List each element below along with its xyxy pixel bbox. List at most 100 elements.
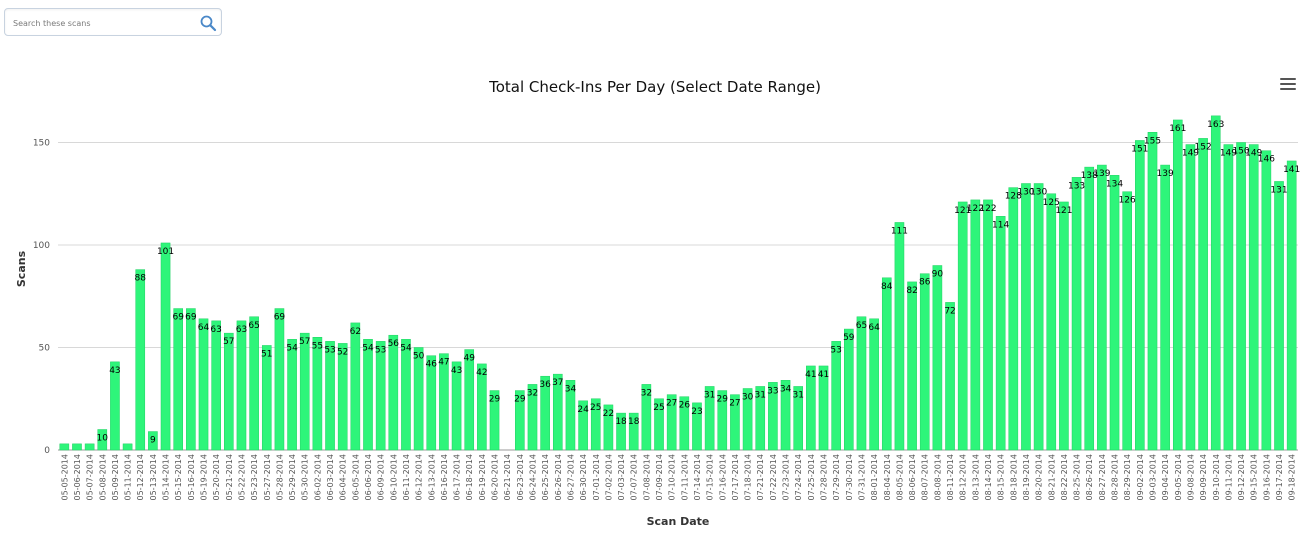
bar[interactable] bbox=[1223, 144, 1234, 451]
bar[interactable] bbox=[1286, 160, 1297, 451]
bar[interactable] bbox=[818, 365, 829, 451]
bar[interactable] bbox=[337, 343, 348, 451]
bar[interactable] bbox=[122, 443, 133, 451]
bar[interactable] bbox=[755, 386, 766, 451]
bar[interactable] bbox=[1185, 144, 1196, 451]
bar[interactable] bbox=[590, 398, 601, 451]
bar[interactable] bbox=[995, 216, 1006, 451]
bar[interactable] bbox=[1008, 187, 1019, 451]
bar[interactable] bbox=[793, 386, 804, 451]
bar[interactable] bbox=[325, 341, 335, 451]
bar[interactable] bbox=[1109, 175, 1120, 451]
bar[interactable] bbox=[413, 347, 424, 451]
bar[interactable] bbox=[919, 273, 930, 451]
bar[interactable] bbox=[844, 328, 854, 451]
bar[interactable] bbox=[1160, 164, 1170, 451]
bar[interactable] bbox=[1122, 191, 1132, 451]
bar[interactable] bbox=[628, 412, 639, 451]
bar[interactable] bbox=[654, 398, 664, 451]
bar[interactable] bbox=[97, 429, 108, 451]
search-input[interactable] bbox=[11, 12, 195, 34]
bar[interactable] bbox=[135, 269, 146, 451]
bar[interactable] bbox=[236, 320, 247, 451]
bar[interactable] bbox=[831, 341, 841, 451]
bar[interactable] bbox=[1147, 132, 1158, 451]
bar[interactable] bbox=[489, 390, 500, 451]
bar[interactable] bbox=[84, 443, 95, 451]
bar[interactable] bbox=[1236, 142, 1246, 451]
search-box[interactable] bbox=[4, 8, 222, 36]
bar[interactable] bbox=[1071, 177, 1082, 451]
hamburger-menu-icon[interactable] bbox=[1280, 78, 1296, 92]
bar[interactable] bbox=[224, 332, 234, 451]
bar[interactable] bbox=[970, 199, 981, 451]
bar[interactable] bbox=[1198, 138, 1208, 451]
bar[interactable] bbox=[692, 402, 702, 451]
bar[interactable] bbox=[704, 386, 715, 451]
bar[interactable] bbox=[1135, 140, 1145, 451]
bar[interactable] bbox=[780, 380, 791, 451]
bar[interactable] bbox=[881, 277, 892, 451]
bar[interactable] bbox=[1172, 119, 1183, 451]
bar[interactable] bbox=[477, 363, 487, 451]
bar[interactable] bbox=[552, 373, 563, 451]
bar[interactable] bbox=[907, 281, 917, 451]
bar[interactable] bbox=[565, 380, 576, 451]
bar[interactable] bbox=[261, 345, 272, 451]
bar[interactable] bbox=[401, 339, 411, 451]
bar[interactable] bbox=[110, 361, 120, 451]
bar[interactable] bbox=[451, 361, 462, 451]
bar[interactable] bbox=[299, 332, 310, 451]
bar[interactable] bbox=[641, 384, 652, 451]
bar[interactable] bbox=[274, 308, 285, 451]
bar[interactable] bbox=[72, 443, 82, 451]
bar[interactable] bbox=[148, 431, 158, 451]
bar[interactable] bbox=[957, 201, 968, 451]
bar[interactable] bbox=[464, 349, 475, 451]
bar[interactable] bbox=[894, 222, 905, 451]
bar[interactable] bbox=[1059, 201, 1069, 451]
bar[interactable] bbox=[1033, 183, 1044, 451]
bar[interactable] bbox=[1097, 164, 1107, 451]
bar[interactable] bbox=[730, 394, 740, 451]
bar[interactable] bbox=[211, 320, 221, 451]
bar[interactable] bbox=[375, 341, 386, 451]
bar[interactable] bbox=[249, 316, 259, 451]
bar[interactable] bbox=[527, 384, 538, 451]
bar[interactable] bbox=[603, 404, 614, 451]
bar[interactable] bbox=[768, 382, 778, 451]
bar[interactable] bbox=[1274, 181, 1284, 451]
bar[interactable] bbox=[869, 318, 879, 451]
bar[interactable] bbox=[363, 339, 373, 451]
bar[interactable] bbox=[856, 316, 867, 451]
bar[interactable] bbox=[679, 396, 690, 451]
bar[interactable] bbox=[616, 412, 626, 451]
bar[interactable] bbox=[1210, 115, 1221, 451]
bar[interactable] bbox=[388, 334, 399, 451]
bar[interactable] bbox=[1046, 193, 1057, 451]
bar[interactable] bbox=[312, 337, 323, 451]
bar[interactable] bbox=[1248, 144, 1259, 451]
bar[interactable] bbox=[439, 353, 449, 451]
bar[interactable] bbox=[932, 265, 943, 451]
bar[interactable] bbox=[578, 400, 588, 451]
bar[interactable] bbox=[945, 302, 955, 451]
bar[interactable] bbox=[540, 375, 550, 451]
search-icon[interactable] bbox=[199, 14, 217, 32]
bar[interactable] bbox=[983, 199, 993, 451]
bar[interactable] bbox=[350, 322, 361, 451]
bar[interactable] bbox=[1261, 150, 1272, 451]
bar[interactable] bbox=[515, 390, 525, 451]
bar[interactable] bbox=[59, 443, 70, 451]
bar[interactable] bbox=[806, 365, 816, 451]
bar[interactable] bbox=[742, 388, 753, 451]
bar[interactable] bbox=[287, 339, 297, 451]
bar[interactable] bbox=[426, 355, 437, 451]
bar[interactable] bbox=[717, 390, 728, 451]
bar[interactable] bbox=[1021, 183, 1031, 451]
bar[interactable] bbox=[186, 308, 196, 451]
bar[interactable] bbox=[198, 318, 209, 451]
bar[interactable] bbox=[666, 394, 677, 451]
bar[interactable] bbox=[160, 242, 171, 451]
bar[interactable] bbox=[1084, 166, 1095, 451]
